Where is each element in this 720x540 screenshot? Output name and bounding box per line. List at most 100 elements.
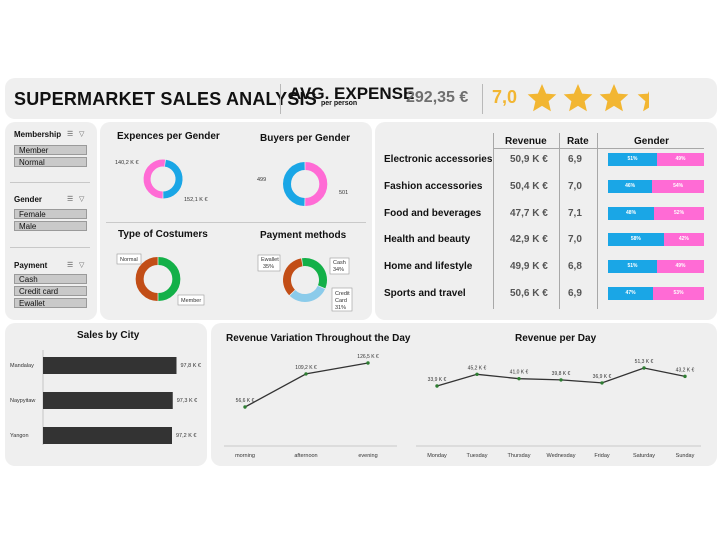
table-row-category: Food and beverages	[384, 207, 482, 219]
star-icon	[527, 84, 557, 112]
data-label: 41,0 K €	[510, 370, 529, 376]
donut-slice	[135, 257, 158, 301]
callout-box	[116, 253, 142, 265]
half-star-icon	[637, 91, 649, 112]
data-point	[642, 366, 646, 370]
slicer-divider	[10, 182, 90, 183]
data-label: 39,8 K €	[552, 371, 571, 377]
slicer-option-male[interactable]: Male	[14, 221, 87, 231]
donut-slice	[301, 258, 327, 289]
column-header-gender: Gender	[634, 136, 670, 147]
table-row-category: Health and beauty	[384, 234, 471, 246]
donut-slice	[162, 159, 183, 199]
data-label: 33,9 K €	[428, 377, 447, 383]
column-divider	[559, 133, 560, 309]
data-label: 36,9 K €	[593, 374, 612, 380]
gender-bar-male: 48%	[608, 206, 655, 220]
data-label: Normal	[120, 257, 138, 263]
chart-title-expenses-gender: Expences per Gender	[117, 131, 220, 142]
data-label: 97,2 K €	[176, 433, 197, 439]
avg-expense-value: 292,35 €	[406, 89, 469, 106]
data-label: Ewallet	[261, 257, 279, 263]
data-label: 97,8 K €	[181, 363, 202, 369]
data-label: 34%	[333, 267, 344, 273]
gender-bar-male: 47%	[608, 287, 654, 300]
slicer-title-gender: Gender	[14, 195, 43, 204]
donut-slice	[304, 162, 328, 207]
city-bar-chart: Mandalay 97,8 K € Naypyitaw 97,3 K € Yangon 9…	[10, 350, 202, 445]
star-icon	[599, 84, 629, 112]
data-label: 97,3 K €	[177, 398, 198, 404]
table-cell-revenue: 50,4 K €	[510, 180, 548, 192]
data-point	[559, 378, 563, 382]
slicer-divider	[10, 247, 90, 248]
donut-slice	[283, 258, 303, 296]
callout-box	[177, 294, 205, 306]
avg-expense-label: AVG. EXPENSE	[289, 84, 415, 103]
donut-slice	[283, 162, 306, 206]
table-cell-rate: 6,9	[568, 154, 582, 165]
column-divider	[493, 133, 494, 309]
data-point	[435, 384, 439, 388]
slicer-option-normal[interactable]: Normal	[14, 157, 87, 167]
table-row-category: Fashion accessories	[384, 180, 483, 192]
chart-title-revenue-per-day: Revenue per Day	[515, 333, 597, 344]
multi-select-icon[interactable]: ☰	[67, 262, 74, 269]
chart-title-revenue-day-time: Revenue Variation Throughout the Day	[226, 333, 411, 344]
clear-filter-icon[interactable]: ▽	[79, 131, 85, 138]
slicer-option-member[interactable]: Member	[14, 145, 87, 155]
rating-stars	[527, 84, 649, 112]
table-cell-rate: 7,0	[568, 180, 582, 192]
table-row-category: Home and lifestyle	[384, 261, 473, 273]
tick-label: Thursday	[508, 453, 531, 459]
chart-title-payment-methods: Payment methods	[260, 230, 347, 241]
rating-value: 7,0	[492, 87, 518, 107]
tick-label: Monday	[427, 453, 447, 459]
header-divider	[280, 84, 281, 114]
table-cell-revenue: 47,7 K €	[510, 207, 548, 219]
data-label: 126,5 K €	[357, 354, 379, 360]
multi-select-icon[interactable]: ☰	[67, 196, 74, 203]
gender-bar-male: 51%	[608, 260, 657, 274]
gender-bar-female: 52%	[654, 206, 704, 220]
table-row-category: Electronic accessories	[384, 154, 493, 165]
bar	[43, 392, 173, 409]
table-cell-rate: 7,1	[568, 207, 582, 219]
data-point	[366, 361, 370, 365]
slicer-option-ewallet[interactable]: Ewallet	[14, 298, 87, 308]
gender-bar-female: 53%	[653, 287, 704, 300]
callout-box	[331, 287, 353, 312]
tick-label: Mandalay	[10, 363, 34, 369]
table-row-category: Sports and travel	[384, 288, 466, 299]
clear-filter-icon[interactable]: ▽	[79, 196, 85, 203]
slicer-option-female[interactable]: Female	[14, 209, 87, 219]
column-header-rate: Rate	[567, 136, 589, 147]
column-divider	[597, 133, 598, 309]
data-point	[243, 405, 247, 409]
callout-box	[329, 257, 350, 275]
tick-label: Friday	[594, 453, 610, 459]
slicer-option-cash[interactable]: Cash	[14, 274, 87, 284]
multi-select-icon[interactable]: ☰	[67, 131, 74, 138]
clear-filter-icon[interactable]: ▽	[79, 262, 85, 269]
table-cell-revenue: 50,6 K €	[510, 288, 548, 299]
data-label: 43,2 K €	[676, 367, 695, 373]
revenue-trends-panel	[211, 323, 717, 466]
header-underline	[494, 148, 704, 149]
bar	[43, 427, 172, 444]
data-point	[475, 372, 479, 377]
data-label: Credit	[335, 291, 350, 297]
data-point	[517, 376, 521, 381]
gender-bar-female: 54%	[652, 179, 704, 193]
data-label: 109,2 K €	[295, 365, 317, 371]
data-label: 35%	[263, 264, 274, 270]
header-panel	[5, 78, 717, 119]
revenue-line-charts: 56,6 K € morning 109,2 K € afternoon 126,5 K…	[224, 354, 701, 459]
slicer-option-credit-card[interactable]: Credit card	[14, 286, 87, 296]
table-cell-revenue: 42,9 K €	[510, 234, 548, 246]
donut-charts: 140,2 K € 152,1 K € 499 501 Normal Member Ewal…	[115, 159, 353, 312]
data-label: 140,2 K €	[115, 160, 139, 166]
data-label: 56,6 K €	[236, 398, 255, 404]
data-point	[304, 372, 308, 376]
gender-bar-male: 51%	[608, 153, 657, 166]
